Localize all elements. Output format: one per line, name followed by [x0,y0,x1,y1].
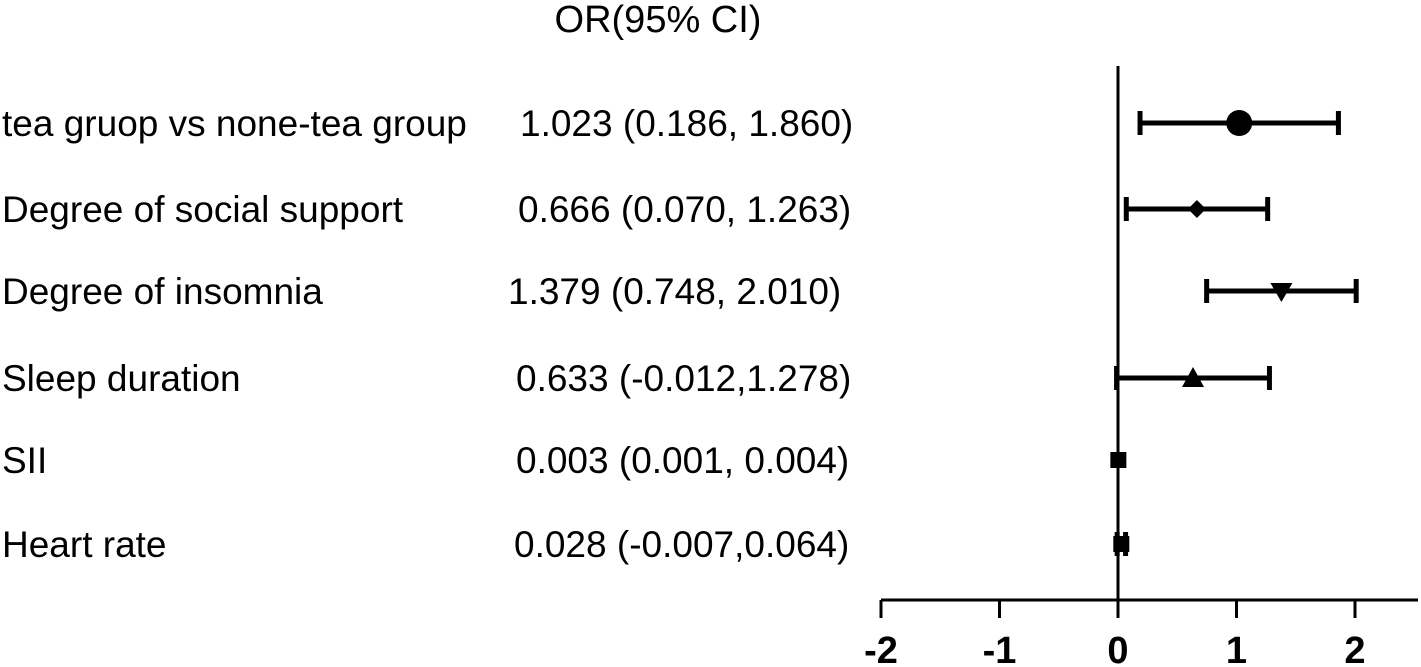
row-value-text: 0.028 (-0.007,0.064) [514,524,849,565]
x-axis: -2 -1 0 1 2 [864,66,1418,667]
marker-circle [1226,110,1253,136]
row-value-text: 0.666 (0.070, 1.263) [518,189,851,230]
row-label: Sleep duration [2,358,241,399]
marker-triangle-down [1270,283,1293,302]
marker-triangle-up [1182,367,1205,387]
confidence-intervals [1114,111,1359,556]
row-label: Heart rate [2,524,167,565]
row-label: Degree of social support [2,189,404,230]
column-header: OR(95% CI) [555,0,762,41]
marker-square [1113,536,1130,552]
row-value-text: 1.023 (0.186, 1.860) [520,103,853,144]
x-tick-label: -1 [983,630,1017,667]
x-tick-label: 0 [1107,630,1128,667]
row-label: tea gruop vs none-tea group [2,103,467,144]
marker-square [1110,452,1127,468]
row-labels: tea gruop vs none-tea group Degree of soc… [2,103,467,565]
row-value-text: 1.379 (0.748, 2.010) [508,271,841,312]
row-value-text: 0.003 (0.001, 0.004) [516,440,849,481]
x-tick-label: 1 [1226,630,1247,667]
row-values: 1.023 (0.186, 1.860) 0.666 (0.070, 1.263)… [508,103,853,565]
x-tick-label: -2 [864,630,898,667]
point-estimates [1110,110,1293,552]
row-label: SII [2,440,47,481]
x-tick-label: 2 [1344,630,1365,667]
row-label: Degree of insomnia [2,271,323,312]
row-value-text: 0.633 (-0.012,1.278) [516,358,851,399]
marker-diamond [1187,200,1206,218]
